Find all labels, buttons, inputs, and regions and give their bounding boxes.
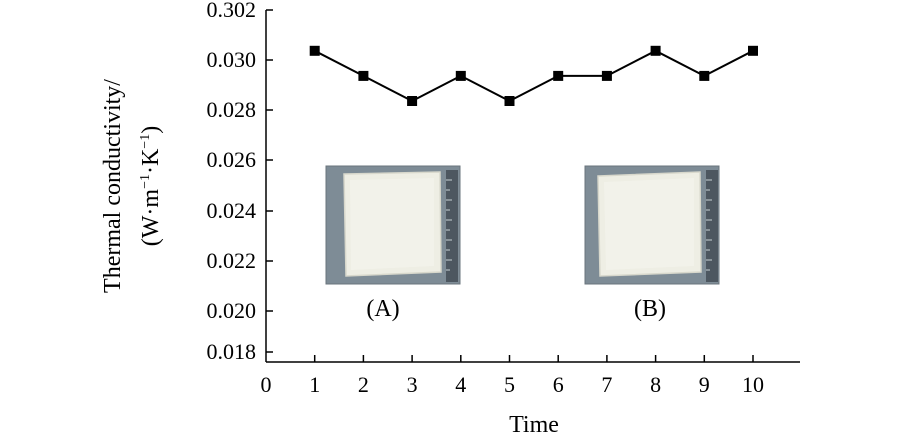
data-point	[553, 70, 564, 81]
y-tick-label: 0.022	[207, 248, 257, 273]
x-tick-label: 3	[407, 372, 418, 397]
y-tick-label: 0.028	[207, 97, 257, 122]
data-point	[504, 96, 515, 106]
x-tick-label: 7	[601, 372, 612, 397]
inset-photo-a	[325, 165, 461, 285]
inset-photo-b	[584, 165, 720, 285]
x-tick-label: 5	[504, 372, 515, 397]
y-tick-label: 0.030	[207, 47, 257, 72]
data-point	[601, 70, 612, 81]
y-unit-close: )	[138, 126, 164, 134]
x-tick-label: 4	[455, 372, 466, 397]
y-unit-exp1: −1	[138, 174, 153, 189]
y-tick-label: 0.302	[207, 0, 257, 22]
inset-label-a: (A)	[366, 296, 399, 322]
y-tick-label: 0.020	[207, 298, 257, 323]
x-tick-label: 9	[699, 372, 710, 397]
x-tick-label: 6	[553, 372, 564, 397]
series-line	[314, 49, 754, 103]
data-point	[748, 45, 758, 56]
y-unit-k: ·K	[138, 148, 164, 174]
x-tick-label: 10	[742, 372, 764, 397]
y-unit-w: (W·m	[138, 189, 164, 247]
data-point	[407, 96, 418, 106]
data-point	[358, 70, 369, 81]
y-axis-title-line1: Thermal conductivity/	[100, 79, 126, 293]
y-axis-title-line2: (W·m−1·K−1)	[138, 126, 164, 246]
data-point	[455, 70, 466, 81]
y-unit-exp2: −1	[138, 134, 153, 149]
x-tick-label: 0	[261, 372, 272, 397]
x-tick-label: 2	[358, 372, 369, 397]
y-tick-label: 0.026	[207, 147, 257, 172]
x-ticks: 0 1 2 3 4 5 6 7 8 9 10	[261, 355, 764, 397]
x-tick-label: 1	[309, 372, 320, 397]
x-axis-title: Time	[509, 412, 559, 438]
inset-label-b: (B)	[634, 296, 666, 322]
series-group	[309, 45, 758, 106]
y-tick-label: 0.024	[207, 198, 257, 223]
data-point	[309, 45, 320, 56]
data-point	[699, 70, 710, 81]
y-tick-label: 0.018	[207, 339, 257, 364]
y-ticks: 0.018 0.020 0.022 0.024 0.026 0.028 0.030 0.302	[207, 0, 273, 364]
data-point	[650, 45, 661, 56]
x-tick-label: 8	[650, 372, 661, 397]
